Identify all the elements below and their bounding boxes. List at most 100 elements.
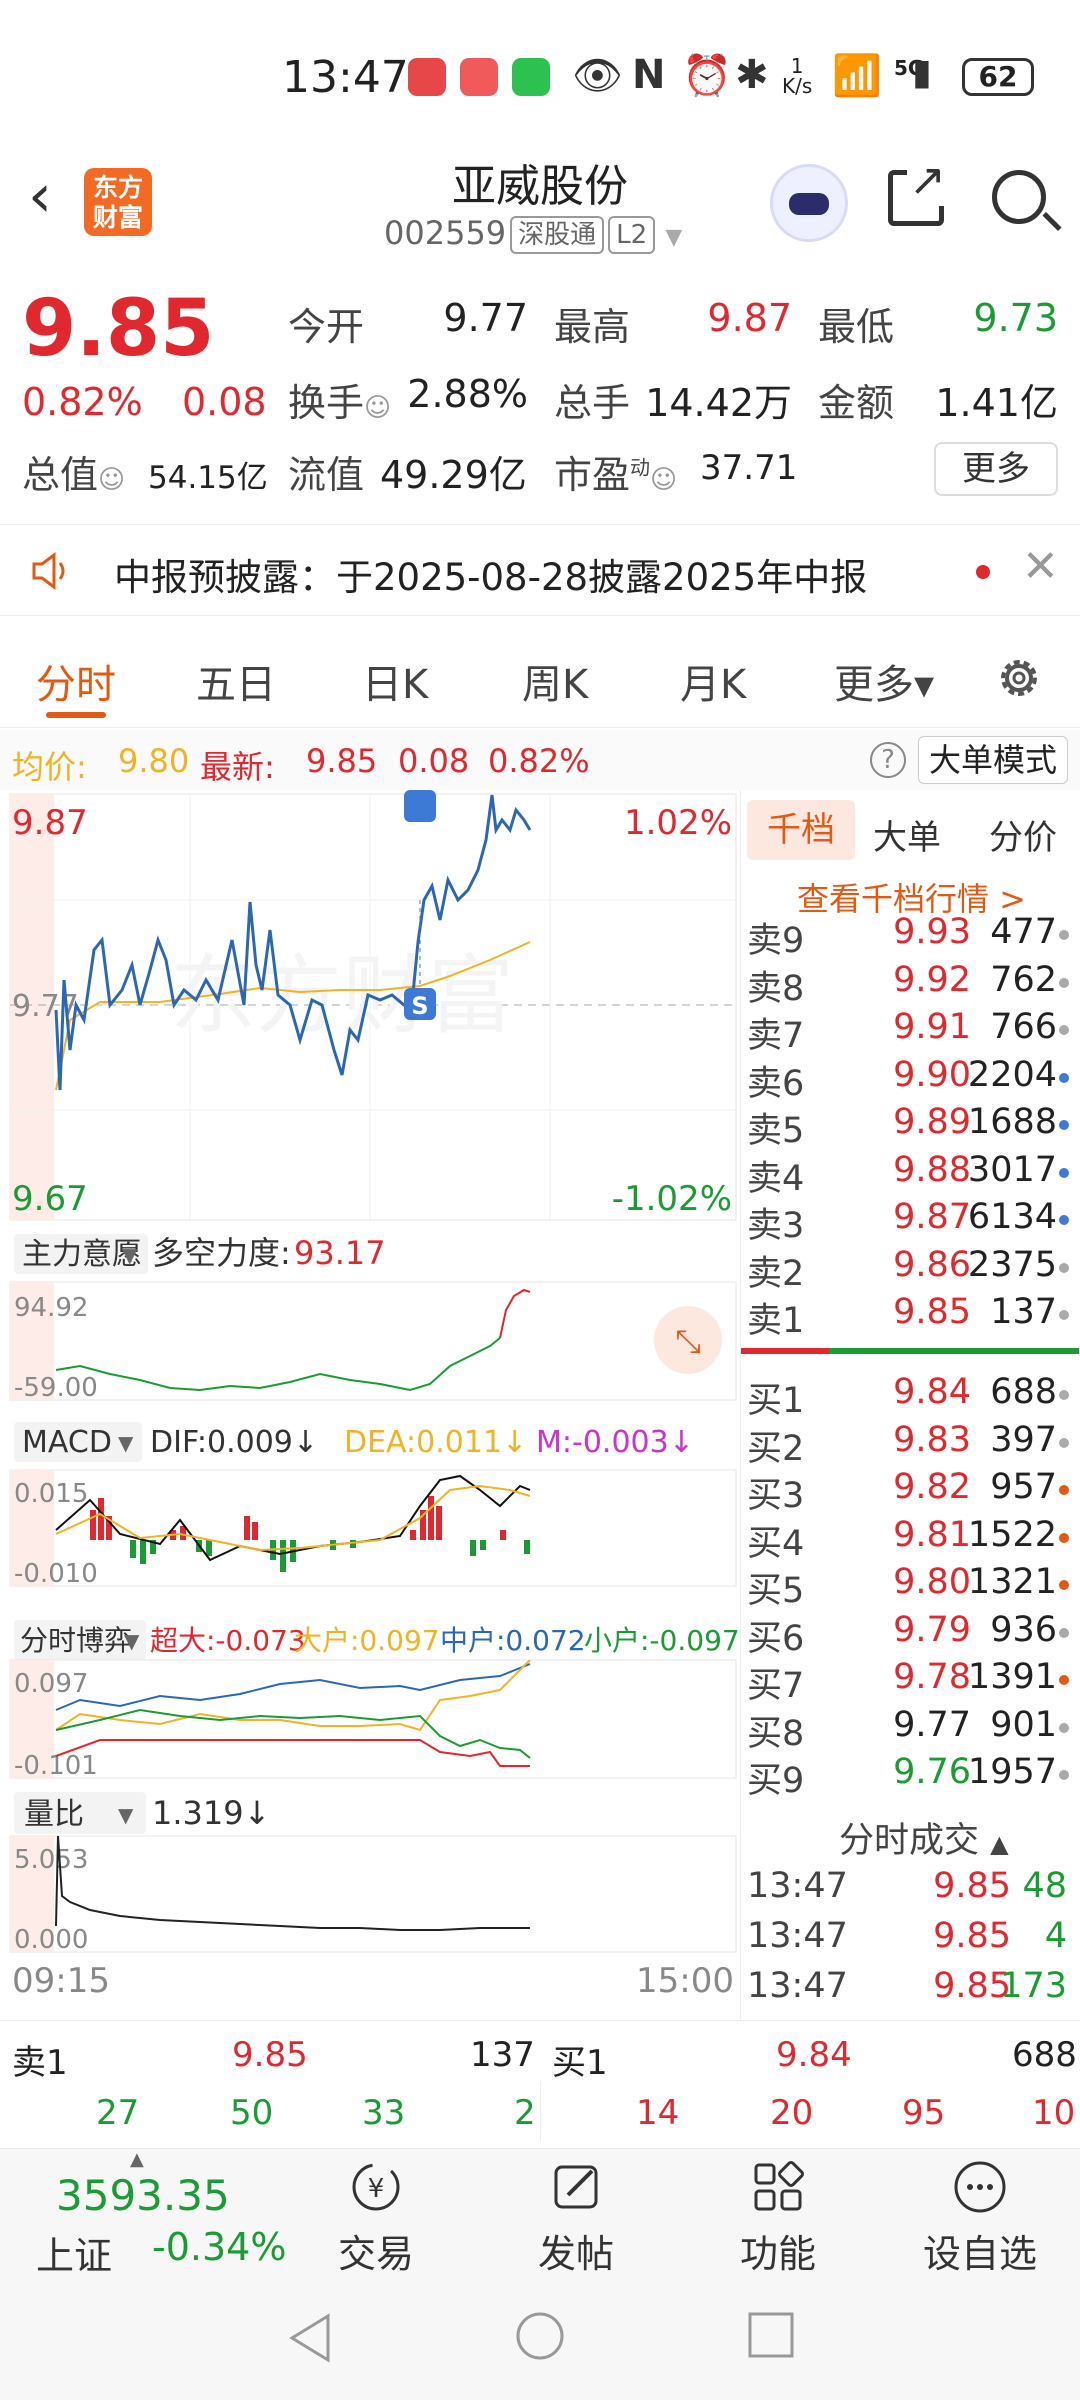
search-icon[interactable] [992,170,1046,224]
low-label: 最低 [818,305,895,349]
orderbook-row[interactable]: 卖9 9.93 477 [741,912,1080,961]
level-dot [1059,1025,1069,1035]
nav-trade[interactable]: ¥ 交易 [306,2149,446,2281]
gear-icon[interactable] [995,654,1043,702]
orderbook-row[interactable]: 买7 9.78 1391 [741,1657,1080,1706]
level-label: 卖6 [747,1063,805,1104]
orderbook-row[interactable]: 买3 9.82 957 [741,1467,1080,1516]
wifi-icon: 📶 [832,53,882,99]
share-icon[interactable] [888,155,948,226]
level-price: 9.88 [893,1149,971,1190]
game-mid: 中户:0.072 [440,1624,586,1657]
macd-top-label: 0.015 [14,1479,88,1509]
expand-button[interactable] [654,1306,722,1374]
level-dot [1059,1675,1069,1685]
level-label: 卖4 [747,1158,805,1199]
indicator1-label: 多空力度: [152,1234,291,1272]
level-volume: 762 [990,959,1057,1000]
tab-thousand-levels[interactable]: 千档 [747,800,855,860]
orderbook-row[interactable]: 买2 9.83 397 [741,1420,1080,1469]
stock-code-line[interactable]: 002559 深股通 L2 ▼ [384,214,682,254]
change-amount: 0.08 [182,380,267,424]
alarm-icon: ⏰ [682,53,732,99]
book-app-icon [460,58,498,96]
big-order-mode-button[interactable]: 大单模式 [918,736,1068,784]
game-selector[interactable] [14,1620,146,1660]
volume-ratio-selector[interactable] [14,1792,146,1834]
eye-icon: 👁 [572,53,623,99]
tab-5day[interactable]: 五日 [196,662,276,708]
level-label: 买2 [747,1428,805,1469]
level-price: 9.89 [893,1102,971,1142]
svg-text:¥: ¥ [368,2174,385,2204]
mid-line [55,1663,531,1711]
orderbook-row[interactable]: 买8 9.77 901 [741,1705,1080,1754]
orderbook-row[interactable]: 卖5 9.89 1688 [741,1102,1080,1151]
nav-functions[interactable]: 功能 [708,2149,848,2281]
pct-bottom-label: -1.02% [612,1179,732,1219]
ai-assistant-icon[interactable] [770,164,848,242]
level-label: 买7 [747,1666,805,1706]
index-widget[interactable]: ▲ 3593.35 上证 -0.34% [0,2149,290,2281]
level-label: 卖1 [747,1301,805,1341]
tab-daily-k[interactable]: 日K [362,662,429,708]
orderbook-row[interactable]: 卖1 9.85 137 [741,1292,1080,1341]
level-label: 买8 [747,1713,805,1754]
index-name: 上证 [36,2234,113,2278]
nav-add-watchlist-label: 设自选 [922,2232,1037,2276]
orderbook-row[interactable]: 买9 9.76 1957 [741,1752,1080,1801]
volume-value: 14.42万 [645,381,792,425]
battery-icon: 62 [962,58,1034,96]
orderbook-row[interactable]: 卖7 9.91 766 [741,1007,1080,1056]
level-dot [1059,1532,1069,1543]
bid1-label: 买1 [552,2043,608,2083]
orderbook-row[interactable]: 买4 9.81 1522 [741,1515,1080,1564]
notice-bar[interactable]: 中报预披露：于2025-08-28披露2025年中报 ✕ [0,524,1080,616]
speaker-icon [32,552,65,590]
system-recents-icon[interactable] [746,2310,796,2360]
tab-weekly-k[interactable]: 周K [522,662,589,708]
indicator1-selector[interactable] [14,1234,148,1274]
level-price: 9.90 [893,1054,971,1095]
game-big: 大户:0.097 [294,1624,440,1657]
level-volume: 936 [990,1609,1057,1650]
thousand-levels-link[interactable]: 查看千档行情 > [797,880,1026,918]
orderbook-row[interactable]: 买1 9.84 688 [741,1372,1080,1421]
orderbook-row[interactable]: 卖3 9.87 6134 [741,1197,1080,1246]
nav-add-watchlist[interactable]: 设自选 [910,2149,1050,2281]
orderbook-row[interactable]: 买6 9.79 936 [741,1609,1080,1659]
nav-post[interactable]: 发帖 [506,2149,646,2281]
tab-monthly-k[interactable]: 月K [680,662,747,708]
help-icon[interactable]: ? [870,742,906,778]
level-dot [1059,1167,1069,1178]
tab-intraday[interactable]: 分时 [36,662,116,708]
level-volume: 3017 [967,1149,1057,1190]
bid-queue-item: 10 [1032,2093,1076,2133]
trades-title[interactable]: 分时成交 ▲ [839,1821,1009,1861]
tab-big-orders[interactable]: 大单 [873,818,941,858]
s-marker[interactable] [404,790,436,822]
level-label: 卖2 [747,1253,805,1294]
system-home-icon[interactable] [514,2310,566,2362]
macd-histogram [90,1496,530,1572]
orderbook-row[interactable]: 买5 9.80 1321 [741,1562,1080,1611]
vr-name: 量比 [24,1797,84,1832]
game-name: 分时博弈 [20,1624,132,1657]
game-small: 小户:-0.097 [584,1624,740,1657]
close-icon[interactable]: ✕ [1022,541,1059,592]
tab-price-dist[interactable]: 分价 [989,818,1057,858]
orderbook-row[interactable]: 卖8 9.92 762 [741,959,1080,1009]
avg-price-bar: 均价: 9.80 最新: 9.85 0.08 0.82% ? 大单模式 [0,730,1080,790]
more-button[interactable]: 更多 [934,442,1058,496]
intraday-chart[interactable]: 东方财富 9.87 9.77 9.67 1.02% -1.02% S 主力意愿 … [0,790,740,2020]
ask1-label: 卖1 [12,2043,68,2083]
level-volume: 1391 [967,1657,1057,1697]
system-back-icon[interactable] [284,2310,334,2366]
orderbook-row[interactable]: 卖4 9.88 3017 [741,1149,1080,1199]
tab-more[interactable]: 更多▾ [834,662,935,708]
macd-selector[interactable] [14,1422,142,1462]
stock-code: 002559 [384,214,507,252]
orderbook-row[interactable]: 卖2 9.86 2375 [741,1245,1080,1294]
orderbook-row[interactable]: 卖6 9.90 2204 [741,1054,1080,1104]
back-arrow-icon[interactable]: ‹ [28,161,52,231]
